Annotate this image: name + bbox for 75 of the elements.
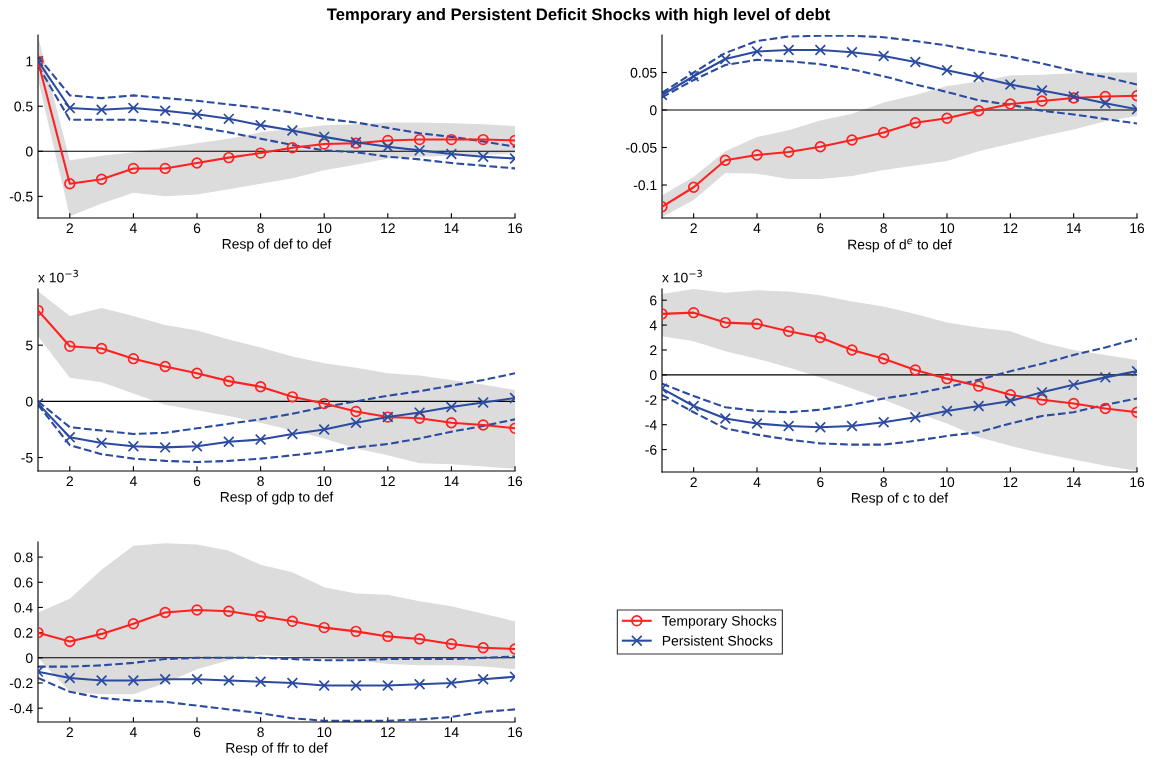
x-tick-label: 10: [317, 476, 332, 487]
x-axis-title: Resp of def to def: [222, 238, 332, 252]
x-tick-label: 12: [381, 476, 395, 486]
legend-label: Temporary Shocks: [662, 615, 777, 629]
x-tick-label: 10: [317, 727, 332, 738]
x-tick-label: 6: [817, 223, 824, 234]
x-tick-label: 2: [66, 223, 73, 233]
x-tick-label: 14: [1067, 477, 1081, 487]
x-tick-label: 14: [444, 223, 459, 233]
y-tick-label: 5: [25, 340, 33, 351]
x-tick-label: 4: [753, 477, 761, 487]
x-axis-title: Resp of ffr to def: [226, 742, 328, 756]
x-tick-label: 2: [66, 476, 73, 486]
y-tick-label: -0.5: [9, 191, 33, 202]
x-tick-label: 16: [508, 223, 523, 234]
x-tick-label: 12: [381, 727, 395, 737]
x-tick-label: 14: [444, 476, 459, 486]
x-axis-title: Resp of gdp to def: [220, 491, 334, 505]
text: x 10$^{−3}$: [38, 269, 78, 283]
x-tick-label: 16: [508, 727, 523, 738]
x-tick-label: 16: [1130, 223, 1145, 234]
x-tick-label: 6: [193, 223, 201, 234]
text: Temporary and Persistent Deficit Shocks with high level of debt: [326, 8, 831, 24]
y-tick-label: 6: [650, 295, 657, 306]
x-tick-label: 14: [1067, 223, 1081, 233]
x-tick-label: 2: [66, 727, 73, 737]
y-tick-label: -2: [645, 395, 657, 405]
x-axis-title: Resp of c to def: [852, 492, 949, 506]
x-tick-label: 16: [508, 476, 523, 487]
y-tick-label: 0.8: [14, 552, 33, 563]
legend-label: Persistent Shocks: [662, 635, 773, 646]
x-tick-label: 12: [381, 223, 395, 233]
x-tick-label: 4: [129, 476, 137, 486]
y-tick-label: 0.2: [14, 627, 33, 638]
x-tick-label: 2: [690, 223, 697, 233]
x-tick-label: 8: [257, 223, 264, 234]
x-tick-label: 12: [1003, 223, 1018, 233]
text: x 10$^{−3}$: [662, 269, 702, 283]
x-tick-label: 6: [193, 727, 201, 738]
y-tick-label: 0.05: [630, 67, 657, 78]
x-tick-label: 4: [129, 223, 137, 233]
y-tick-label: 0.6: [14, 577, 33, 588]
y-tick-label: -0.2: [9, 678, 33, 689]
y-tick-label: -6: [645, 444, 657, 455]
y-tick-label: 0: [649, 105, 657, 116]
y-tick-label: -0.05: [626, 142, 657, 153]
x-tick-label: 8: [880, 477, 887, 488]
x-tick-label: 10: [940, 223, 955, 234]
y-tick-label: 0.4: [14, 602, 33, 613]
y-tick-label: 0: [25, 396, 33, 407]
x-tick-label: 14: [444, 727, 459, 737]
y-tick-label: 2: [650, 345, 657, 356]
x-tick-label: 4: [753, 223, 761, 233]
y-tick-label: -4: [645, 420, 657, 430]
y-tick-label: 0.5: [14, 101, 33, 112]
x-tick-label: 4: [129, 727, 137, 737]
x-tick-label: 6: [193, 476, 201, 487]
y-tick-label: 0: [25, 653, 33, 663]
x-tick-label: 6: [817, 477, 824, 488]
x-tick-label: 16: [1130, 477, 1145, 488]
x-tick-label: 8: [880, 223, 887, 234]
y-tick-label: 0: [25, 146, 33, 157]
x-tick-label: 10: [940, 477, 955, 488]
x-tick-label: 8: [257, 727, 264, 738]
y-tick-label: -0.1: [633, 180, 657, 191]
x-axis-title: Resp of d$^{e}$ to def: [848, 238, 952, 253]
x-tick-label: 12: [1003, 477, 1018, 487]
y-tick-label: -5: [21, 453, 33, 463]
y-tick-label: 4: [649, 320, 657, 331]
y-tick-label: 1: [26, 56, 33, 67]
y-tick-label: -0.4: [9, 703, 33, 714]
x-tick-label: 8: [257, 476, 264, 487]
x-tick-label: 10: [317, 223, 332, 234]
x-tick-label: 2: [690, 477, 697, 487]
y-tick-label: 0: [649, 370, 657, 381]
